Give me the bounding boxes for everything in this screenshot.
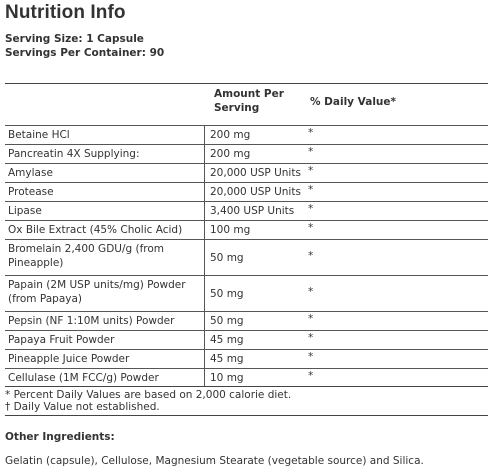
ingredient-amount: 3,400 USP Units: [210, 205, 295, 217]
table-row: Ox Bile Extract (45% Cholic Acid) 100 mg *: [5, 220, 488, 240]
ingredient-amount: 200 mg: [210, 148, 251, 160]
table-rows-end-rule: [5, 386, 488, 387]
ingredient-amount: 100 mg: [210, 224, 251, 236]
column-divider: [204, 331, 205, 350]
column-divider: [204, 276, 205, 312]
ingredient-name: Protease: [8, 186, 54, 198]
ingredient-name: Amylase: [8, 167, 53, 179]
table-row: Amylase 20,000 USP Units *: [5, 163, 488, 183]
daily-value-marker: *: [308, 286, 314, 298]
footnote-dv-not-established: † Daily Value not established.: [5, 401, 160, 413]
column-divider: [204, 126, 205, 145]
page-title: Nutrition Info: [5, 2, 126, 23]
table-row: Papain (2M USP units/mg) Powder (from Pa…: [5, 275, 488, 312]
daily-value-marker: *: [308, 203, 314, 215]
table-row: Papaya Fruit Powder 45 mg *: [5, 330, 488, 350]
table-row: Pepsin (NF 1:10M units) Powder 50 mg *: [5, 311, 488, 331]
ingredient-amount: 50 mg: [210, 315, 244, 327]
column-divider: [204, 312, 205, 331]
ingredient-name: Bromelain 2,400 GDU/g (from Pineapple): [8, 243, 165, 269]
table-row: Cellulase (1M FCC/g) Powder 10 mg *: [5, 368, 488, 387]
ingredient-name: Papaya Fruit Powder: [8, 334, 115, 346]
other-ingredients-heading: Other Ingredients:: [5, 431, 115, 443]
table-bottom-rule: [5, 415, 488, 416]
ingredient-amount: 45 mg: [210, 334, 244, 346]
daily-value-marker: *: [308, 222, 314, 234]
ingredient-name: Ox Bile Extract (45% Cholic Acid): [8, 224, 183, 236]
table-row: Protease 20,000 USP Units *: [5, 182, 488, 202]
daily-value-marker: *: [308, 332, 314, 344]
ingredient-name: Lipase: [8, 205, 42, 217]
column-divider: [204, 369, 205, 387]
column-divider: [204, 145, 205, 164]
other-ingredients-text: Gelatin (capsule), Cellulose, Magnesium …: [5, 455, 424, 467]
ingredient-name: Papain (2M USP units/mg) Powder (from Pa…: [8, 279, 186, 305]
ingredient-amount: 50 mg: [210, 288, 244, 300]
ingredient-amount: 20,000 USP Units: [210, 186, 301, 198]
serving-size: Serving Size: 1 Capsule: [5, 33, 144, 45]
column-divider: [204, 350, 205, 369]
ingredient-name: Betaine HCl: [8, 129, 70, 141]
daily-value-marker: *: [308, 165, 314, 177]
daily-value-marker: *: [308, 351, 314, 363]
table-row: Betaine HCl 200 mg *: [5, 125, 488, 145]
ingredient-name: Pineapple Juice Powder: [8, 353, 130, 365]
column-divider: [204, 221, 205, 240]
ingredient-amount: 10 mg: [210, 372, 244, 384]
servings-per-container: Servings Per Container: 90: [5, 47, 165, 59]
table-row: Pineapple Juice Powder 45 mg *: [5, 349, 488, 369]
daily-value-marker: *: [308, 370, 314, 382]
daily-value-marker: *: [308, 146, 314, 158]
column-divider: [204, 183, 205, 202]
amount-per-serving-header: Amount Per Serving: [214, 88, 284, 114]
daily-value-marker: *: [308, 127, 314, 139]
table-row: Bromelain 2,400 GDU/g (from Pineapple) 50…: [5, 239, 488, 276]
table-top-rule: [5, 83, 488, 84]
ingredient-amount: 20,000 USP Units: [210, 167, 301, 179]
daily-value-marker: *: [308, 184, 314, 196]
ingredient-name: Cellulase (1M FCC/g) Powder: [8, 372, 159, 384]
ingredient-amount: 50 mg: [210, 252, 244, 264]
daily-value-header: % Daily Value*: [310, 96, 396, 108]
column-divider: [204, 164, 205, 183]
ingredient-amount: 45 mg: [210, 353, 244, 365]
footnote-percent-dv: * Percent Daily Values are based on 2,00…: [5, 389, 292, 401]
table-row: Pancreatin 4X Supplying: 200 mg *: [5, 144, 488, 164]
ingredient-name: Pancreatin 4X Supplying:: [8, 148, 140, 160]
ingredient-name: Pepsin (NF 1:10M units) Powder: [8, 315, 175, 327]
column-divider: [204, 202, 205, 221]
daily-value-marker: *: [308, 313, 314, 325]
daily-value-marker: *: [308, 250, 314, 262]
column-divider: [204, 240, 205, 276]
table-row: Lipase 3,400 USP Units *: [5, 201, 488, 221]
ingredient-amount: 200 mg: [210, 129, 251, 141]
